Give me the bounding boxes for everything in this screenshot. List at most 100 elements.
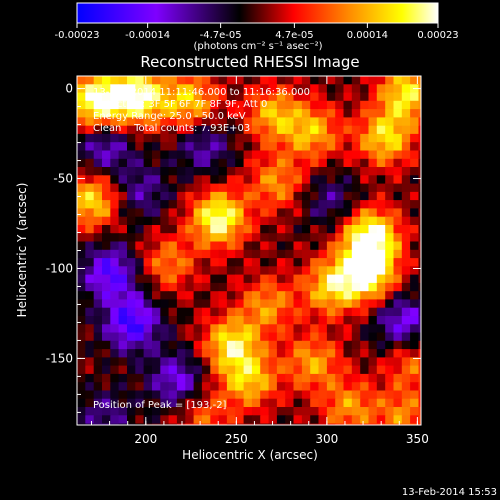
heatmap-cell <box>251 216 261 226</box>
heatmap-cell <box>385 167 395 176</box>
heatmap-cell <box>385 208 395 218</box>
heatmap-cell <box>310 349 320 358</box>
heatmap-cell <box>110 382 120 392</box>
heatmap-cell <box>385 125 395 135</box>
heatmap-cell <box>193 84 203 94</box>
heatmap-cell <box>218 407 228 416</box>
heatmap-cell <box>176 76 186 85</box>
heatmap-cell <box>335 100 345 110</box>
heatmap-cell <box>135 291 145 301</box>
heatmap-cell <box>251 415 261 425</box>
heatmap-cell <box>318 316 328 325</box>
heatmap-cell <box>243 274 253 284</box>
heatmap-cell <box>418 241 421 251</box>
heatmap-cell <box>118 390 128 400</box>
heatmap-cell <box>285 415 295 425</box>
heatmap-cell <box>127 158 136 168</box>
heatmap-cell <box>427 415 436 424</box>
heatmap-cell <box>168 316 178 325</box>
heatmap-cell <box>427 192 436 201</box>
heatmap-cell <box>193 125 203 135</box>
heatmap-cell <box>118 175 128 185</box>
heatmap-cell <box>160 117 170 127</box>
heatmap-cell <box>235 423 245 425</box>
heatmap-cell <box>243 357 253 367</box>
heatmap-cell <box>176 183 186 193</box>
heatmap-cell <box>201 407 211 416</box>
heatmap-cell <box>143 76 153 85</box>
heatmap-cell <box>251 332 261 342</box>
heatmap-cell <box>326 142 336 152</box>
heatmap-cell <box>401 191 411 201</box>
heatmap-cell <box>310 183 320 193</box>
heatmap-cell <box>401 365 411 375</box>
heatmap-cell <box>343 340 353 350</box>
heatmap-cell <box>127 249 136 259</box>
heatmap-cell <box>152 167 161 176</box>
heatmap-cell <box>335 299 345 309</box>
heatmap-cell <box>243 365 253 375</box>
heatmap-cell <box>401 373 411 383</box>
heatmap-cell <box>260 390 270 400</box>
heatmap-cell <box>427 142 436 151</box>
heatmap-cell <box>176 109 186 118</box>
heatmap-cell <box>318 117 328 127</box>
heatmap-cell <box>160 258 170 267</box>
heatmap-cell <box>401 158 411 168</box>
heatmap-cell <box>251 349 261 358</box>
heatmap-cell <box>176 307 186 317</box>
heatmap-cell <box>360 191 370 201</box>
heatmap-cell <box>85 84 95 94</box>
heatmap-cell <box>368 233 378 243</box>
heatmap-cell <box>185 150 195 160</box>
heatmap-cell <box>226 266 236 276</box>
heatmap-cell <box>210 340 220 350</box>
heatmap-cell <box>285 282 295 292</box>
heatmap-cell <box>343 191 353 201</box>
heatmap-cell <box>293 150 303 160</box>
heatmap-cell <box>185 109 195 118</box>
heatmap-cell <box>268 191 278 201</box>
heatmap-cell <box>118 216 128 226</box>
heatmap-cell <box>410 233 420 243</box>
heatmap-cell <box>276 208 286 218</box>
heatmap-cell <box>193 382 203 392</box>
heatmap-cell <box>176 340 186 350</box>
heatmap-cell <box>376 76 386 85</box>
heatmap-cell <box>326 208 336 218</box>
heatmap-cell <box>102 258 111 267</box>
heatmap-cell <box>127 241 136 251</box>
heatmap-cell <box>285 117 295 127</box>
heatmap-cell <box>202 432 211 441</box>
colorbar-tick-label: 0.00014 <box>347 30 388 41</box>
heatmap-cell <box>218 150 228 160</box>
heatmap-cell <box>176 357 186 367</box>
heatmap-cell <box>226 191 236 201</box>
heatmap-cell <box>368 357 378 367</box>
heatmap-cell <box>310 274 320 284</box>
heatmap-cell <box>310 158 320 168</box>
heatmap-cell <box>201 117 211 127</box>
x-tick-label: 350 <box>406 432 429 446</box>
heatmap-cell <box>210 349 220 358</box>
heatmap-cell <box>110 133 120 143</box>
heatmap-cell <box>251 133 261 143</box>
heatmap-cell <box>152 324 161 334</box>
heatmap-cell <box>85 233 95 243</box>
heatmap-cell <box>77 390 86 400</box>
heatmap-cell <box>135 76 145 85</box>
heatmap-cell <box>351 316 361 325</box>
heatmap-cell <box>185 167 195 176</box>
heatmap-cell <box>135 258 145 267</box>
heatmap-cell <box>318 84 328 94</box>
heatmap-cell <box>85 407 95 416</box>
heatmap-cell <box>343 357 353 367</box>
heatmap-cell <box>368 307 378 317</box>
heatmap-cell <box>310 233 320 243</box>
heatmap-cell <box>201 249 211 259</box>
heatmap-cell <box>301 183 311 193</box>
heatmap-cell <box>293 357 303 367</box>
heatmap-cell <box>427 324 436 333</box>
heatmap-cell <box>326 332 336 342</box>
heatmap-cell <box>127 100 136 110</box>
